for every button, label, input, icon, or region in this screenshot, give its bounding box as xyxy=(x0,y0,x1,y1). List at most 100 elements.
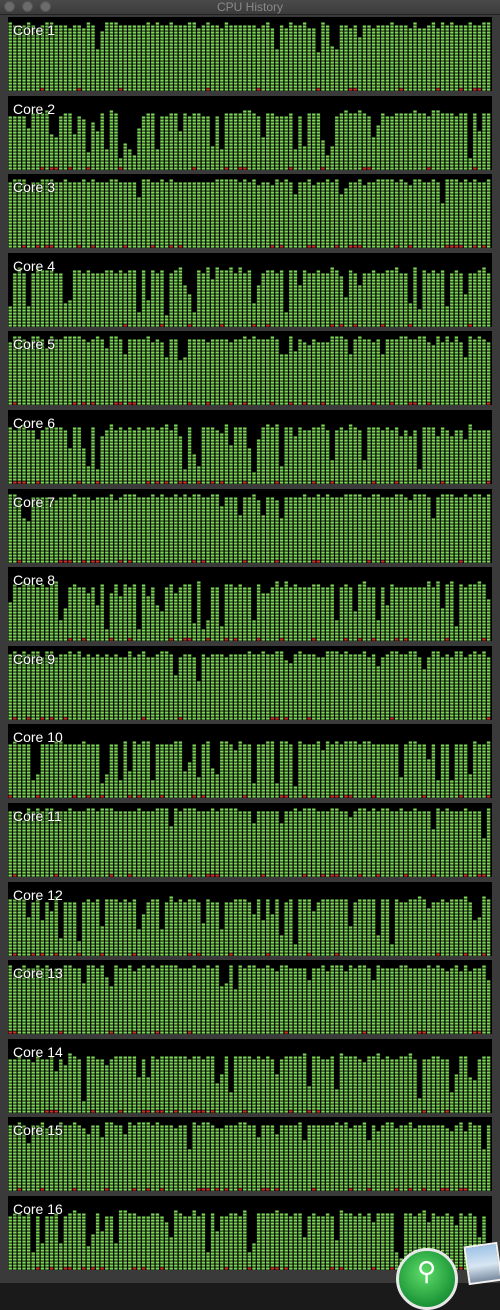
usage-cell xyxy=(423,89,426,91)
usage-cell xyxy=(73,213,76,215)
usage-cell xyxy=(257,53,260,55)
usage-cell xyxy=(312,38,315,40)
usage-cell xyxy=(202,35,205,37)
usage-cell xyxy=(174,231,177,233)
usage-cell xyxy=(119,216,122,218)
usage-cell xyxy=(82,201,85,203)
usage-cell xyxy=(18,71,21,73)
usage-cell xyxy=(41,216,44,218)
usage-cell xyxy=(147,29,150,31)
usage-cell xyxy=(252,141,255,143)
usage-cell xyxy=(487,62,490,64)
usage-cell xyxy=(335,50,338,52)
usage-cell xyxy=(317,117,320,119)
usage-cell xyxy=(179,35,182,37)
usage-cell xyxy=(151,117,154,119)
usage-cell xyxy=(289,38,292,40)
usage-cell xyxy=(110,240,113,242)
usage-cell xyxy=(358,150,361,152)
usage-cell xyxy=(354,26,357,28)
usage-cell xyxy=(105,29,108,31)
usage-cell xyxy=(147,68,150,70)
usage-cell xyxy=(308,168,311,170)
usage-cell xyxy=(423,120,426,122)
usage-cell xyxy=(202,183,205,185)
usage-cell xyxy=(275,89,278,91)
usage-cell xyxy=(202,50,205,52)
usage-cell xyxy=(114,80,117,82)
usage-cell xyxy=(91,201,94,203)
usage-cell xyxy=(193,77,196,79)
usage-cell xyxy=(45,65,48,67)
usage-cell xyxy=(459,138,462,140)
usage-cell xyxy=(275,50,278,52)
usage-cell xyxy=(32,68,35,70)
usage-cell xyxy=(91,138,94,140)
usage-cell xyxy=(101,138,104,140)
usage-cell xyxy=(124,207,127,209)
usage-cell xyxy=(114,59,117,61)
usage-cell xyxy=(363,147,366,149)
usage-cell xyxy=(91,62,94,64)
usage-cell xyxy=(137,65,140,67)
usage-cell xyxy=(441,77,444,79)
usage-cell xyxy=(45,59,48,61)
usage-cell xyxy=(450,32,453,34)
usage-cell xyxy=(377,156,380,158)
usage-cell xyxy=(68,56,71,58)
usage-cell xyxy=(64,201,67,203)
usage-cell xyxy=(147,192,150,194)
usage-cell xyxy=(82,35,85,37)
usage-cell xyxy=(216,153,219,155)
usage-cell xyxy=(344,53,347,55)
usage-cell xyxy=(340,123,343,125)
usage-cell xyxy=(45,240,48,242)
usage-cell xyxy=(82,192,85,194)
usage-cell xyxy=(464,53,467,55)
usage-cell xyxy=(147,198,150,200)
usage-cell xyxy=(105,83,108,85)
usage-cell xyxy=(248,65,251,67)
usage-cell xyxy=(216,74,219,76)
usage-cell xyxy=(110,138,113,140)
usage-cell xyxy=(229,74,232,76)
usage-cell xyxy=(9,189,12,191)
usage-cell xyxy=(151,222,154,224)
usage-cell xyxy=(27,132,30,134)
usage-cell xyxy=(142,32,145,34)
usage-cell xyxy=(478,50,481,52)
usage-cell xyxy=(326,86,329,88)
usage-cell xyxy=(188,240,191,242)
usage-cell xyxy=(266,41,269,43)
usage-cell xyxy=(91,144,94,146)
usage-cell xyxy=(248,168,251,170)
usage-cell xyxy=(110,150,113,152)
usage-cell xyxy=(248,29,251,31)
usage-cell xyxy=(68,246,71,248)
usage-cell xyxy=(160,210,163,212)
usage-cell xyxy=(354,138,357,140)
usage-cell xyxy=(55,77,58,79)
usage-cell xyxy=(243,29,246,31)
usage-cell xyxy=(142,80,145,82)
usage-cell xyxy=(289,147,292,149)
usage-cell xyxy=(395,162,398,164)
title-bar[interactable]: CPU History xyxy=(0,0,500,15)
usage-cell xyxy=(183,59,186,61)
usage-cell xyxy=(211,86,214,88)
usage-cell xyxy=(335,123,338,125)
usage-cell xyxy=(413,59,416,61)
usage-cell xyxy=(206,240,209,242)
usage-cell xyxy=(128,198,131,200)
usage-cell xyxy=(197,204,200,206)
usage-cell xyxy=(367,135,370,137)
usage-cell xyxy=(349,65,352,67)
usage-cell xyxy=(321,144,324,146)
usage-cell xyxy=(160,123,163,125)
usage-cell xyxy=(36,138,39,140)
usage-cell xyxy=(331,80,334,82)
usage-cell xyxy=(349,123,352,125)
usage-cell xyxy=(229,159,232,161)
usage-cell xyxy=(96,231,99,233)
usage-cell xyxy=(142,65,145,67)
